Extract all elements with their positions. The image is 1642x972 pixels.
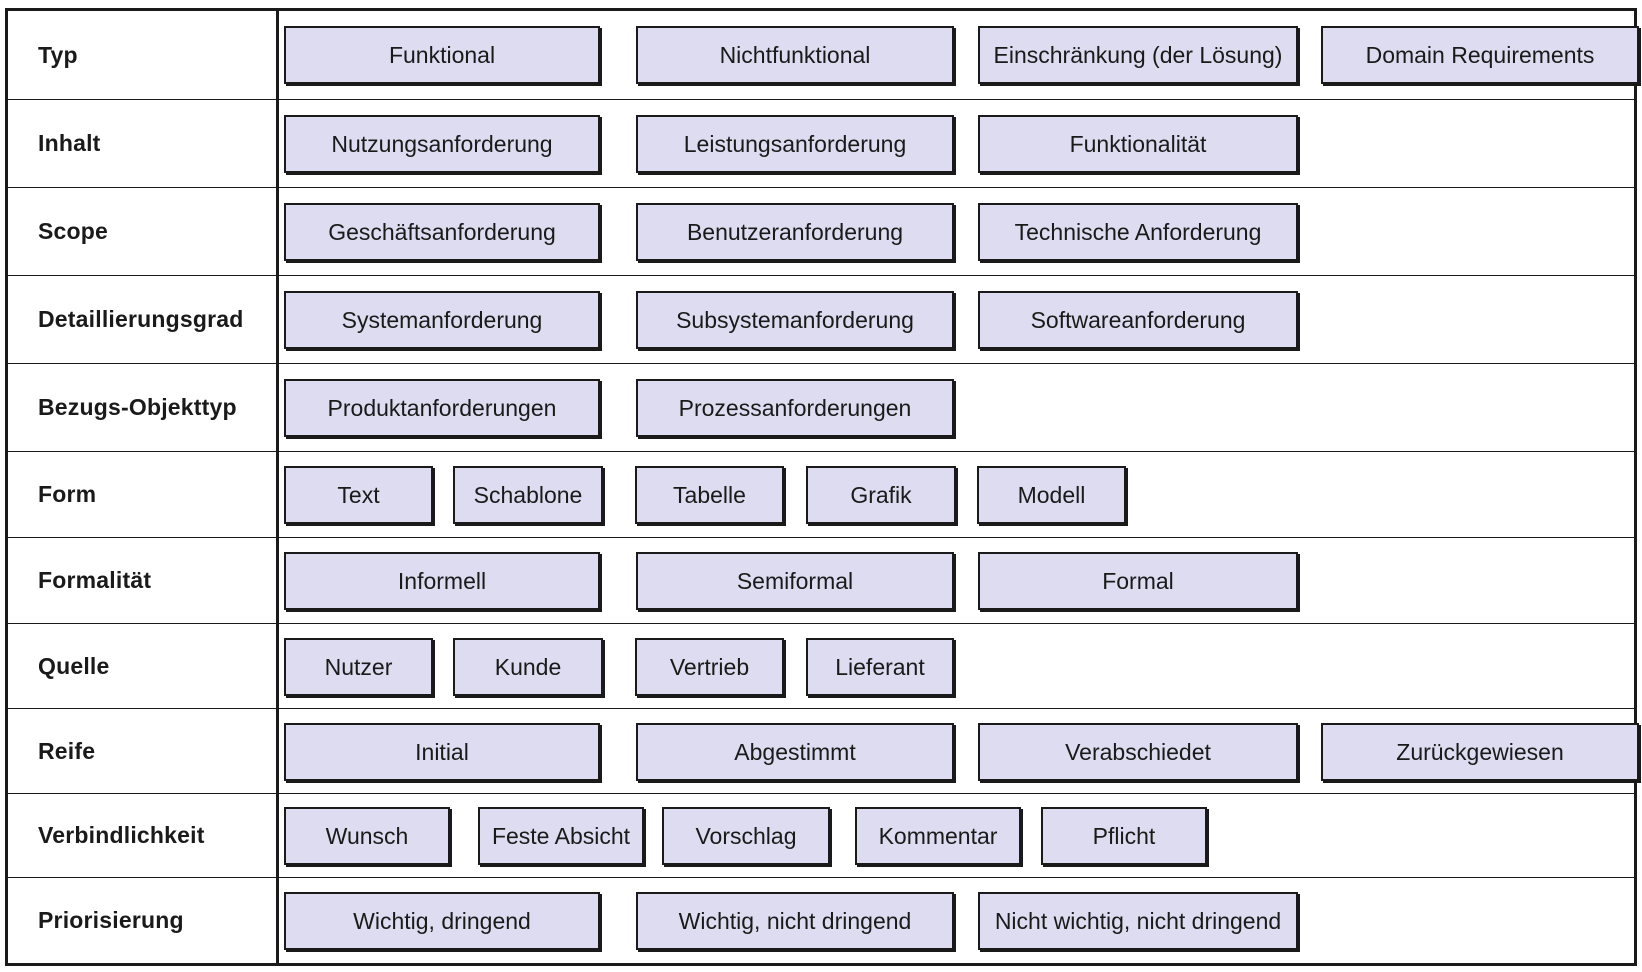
category-label: Priorisierung [38, 907, 184, 933]
row-priorisierung: Priorisierung Wichtig, dringend Wichtig, n… [8, 877, 1634, 963]
category-label: Inhalt [38, 130, 101, 156]
category-value-box: Nutzungsanforderung [284, 115, 600, 173]
category-value-box: Semiformal [636, 552, 954, 610]
category-value-box: Kommentar [855, 807, 1021, 865]
category-value-box: Nichtfunktional [636, 26, 954, 84]
row-detaillierungsgrad: Detaillierungsgrad Systemanforderung Subsy… [8, 275, 1634, 363]
classification-diagram: Typ Funktional Nichtfunktional Einschränkun… [5, 8, 1639, 966]
category-value-box: Initial [284, 723, 600, 781]
category-label: Scope [38, 218, 109, 244]
category-value-box: Nutzer [284, 638, 433, 696]
row-form: Form Text Schablone Tabelle Grafik Modell [8, 451, 1634, 537]
category-label: Bezugs-Objekttyp [38, 394, 237, 420]
category-label: Reife [38, 737, 96, 764]
category-value-box: Wichtig, nicht dringend [636, 892, 954, 950]
category-value-box: Produktanforderungen [284, 379, 600, 437]
category-value-box: Benutzeranforderung [636, 203, 954, 261]
category-value-box: Lieferant [806, 638, 954, 696]
category-value-box: Vertrieb [635, 638, 784, 696]
category-label: Typ [38, 41, 78, 68]
category-value-box: Zurückgewiesen [1321, 723, 1639, 781]
row-typ: Typ Funktional Nichtfunktional Einschränkun… [8, 11, 1639, 99]
row-reife: Reife Initial Abgestimmt Verabschiedet Zurüc… [8, 708, 1639, 793]
category-value-box: Geschäftsanforderung [284, 203, 600, 261]
category-value-box: Feste Absicht [478, 807, 644, 865]
category-value-box: Leistungsanforderung [636, 115, 954, 173]
column-divider [276, 11, 279, 963]
category-value-box: Verabschiedet [978, 723, 1298, 781]
category-value-box: Systemanforderung [284, 291, 600, 349]
category-value-box: Prozessanforderungen [636, 379, 954, 437]
category-value-box: Domain Requirements [1321, 26, 1639, 84]
row-quelle: Quelle Nutzer Kunde Vertrieb Lieferant [8, 623, 1634, 708]
category-value-box: Grafik [806, 466, 956, 524]
row-verbindlichkeit: Verbindlichkeit Wunsch Feste Absicht Vorsch… [8, 793, 1634, 877]
category-label: Form [38, 481, 97, 507]
category-value-box: Subsystemanforderung [636, 291, 954, 349]
category-value-box: Funktional [284, 26, 600, 84]
category-value-box: Abgestimmt [636, 723, 954, 781]
category-value-box: Softwareanforderung [978, 291, 1298, 349]
category-value-box: Technische Anforderung [978, 203, 1298, 261]
category-value-box: Informell [284, 552, 600, 610]
category-value-box: Einschränkung (der Lösung) [978, 26, 1298, 84]
category-value-box: Schablone [453, 466, 603, 524]
row-formalität: Formalität Informell Semiformal Formal [8, 537, 1634, 623]
category-label: Formalität [38, 567, 152, 593]
category-label: Quelle [38, 652, 110, 679]
category-value-box: Formal [978, 552, 1298, 610]
category-value-box: Kunde [453, 638, 603, 696]
row-bezugs-objekttyp: Bezugs-Objekttyp Produktanforderungen Proz… [8, 363, 1634, 451]
category-label: Detaillierungsgrad [38, 306, 244, 332]
category-value-box: Funktionalität [978, 115, 1298, 173]
category-value-box: Modell [977, 466, 1126, 524]
category-value-box: Tabelle [635, 466, 784, 524]
category-value-box: Vorschlag [662, 807, 830, 865]
row-scope: Scope Geschäftsanforderung Benutzeranforde… [8, 187, 1634, 275]
category-value-box: Nicht wichtig, nicht dringend [978, 892, 1298, 950]
category-value-box: Wunsch [284, 807, 450, 865]
category-value-box: Wichtig, dringend [284, 892, 600, 950]
row-inhalt: Inhalt Nutzungsanforderung Leistungsanford… [8, 99, 1634, 187]
category-label: Verbindlichkeit [38, 822, 205, 848]
category-value-box: Pflicht [1041, 807, 1207, 865]
category-value-box: Text [284, 466, 433, 524]
